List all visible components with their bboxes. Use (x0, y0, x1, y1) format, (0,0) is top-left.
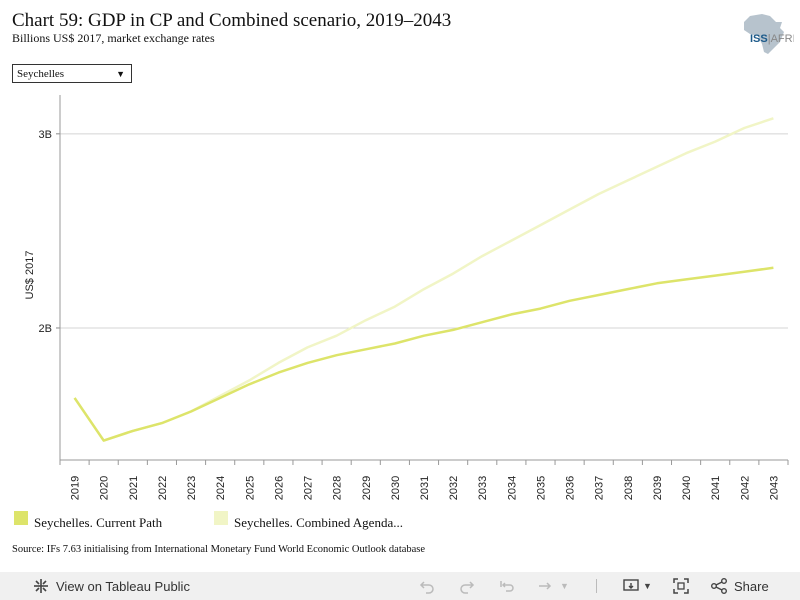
view-on-tableau-button[interactable]: View on Tableau Public (32, 572, 190, 600)
x-tick-label: 2022 (157, 476, 169, 500)
toolbar-divider (596, 579, 597, 593)
x-tick-label: 2042 (739, 476, 751, 500)
x-tick-label: 2026 (273, 476, 285, 500)
x-tick-label: 2028 (332, 476, 344, 500)
chart-legend: Seychelles. Current Path Seychelles. Com… (0, 510, 800, 534)
y-tick-label: 3B (39, 129, 52, 141)
x-tick-label: 2037 (594, 476, 606, 500)
country-select-value: Seychelles (17, 68, 65, 80)
x-tick-label: 2031 (419, 476, 431, 500)
x-tick-label: 2039 (652, 476, 664, 500)
x-tick-label: 2033 (477, 476, 489, 500)
legend-label-current-path: Seychelles. Current Path (34, 515, 163, 530)
x-tick-label: 2019 (70, 476, 82, 500)
redo-icon (458, 577, 476, 595)
legend-swatch-combined-agenda (214, 511, 228, 525)
chevron-down-icon: ▼ (643, 581, 652, 591)
share-label: Share (734, 578, 769, 594)
y-axis-label: US$ 2017 (24, 251, 36, 300)
legend-item-combined-agenda[interactable]: Seychelles. Combined Agenda... (214, 510, 403, 531)
chart-title: Chart 59: GDP in CP and Combined scenari… (12, 10, 452, 31)
revert-icon (498, 577, 516, 595)
undo-icon (418, 577, 436, 595)
x-tick-label: 2040 (681, 476, 693, 500)
gdp-line-chart: 2B 3B 2019 2020 2021 2022 2023 2024 2025 2026 2027… (0, 90, 800, 500)
x-tick-label: 2038 (623, 476, 635, 500)
series-line-current-path[interactable] (73, 266, 774, 442)
x-tick-label: 2021 (128, 476, 140, 500)
refresh-icon (536, 577, 554, 595)
legend-item-current-path[interactable]: Seychelles. Current Path (14, 510, 162, 531)
x-tick-label: 2041 (710, 476, 722, 500)
x-tick-label: 2023 (186, 476, 198, 500)
x-tick-label: 2036 (565, 476, 577, 500)
tableau-icon (32, 577, 50, 595)
logo-text: ISS|AFRICA (750, 33, 794, 45)
y-tick-label: 2B (39, 323, 52, 335)
share-button[interactable]: Share (710, 572, 769, 600)
series-line-combined-agenda[interactable] (73, 117, 774, 442)
undo-button[interactable] (418, 572, 436, 600)
x-tick-label: 2035 (535, 476, 547, 500)
source-note: Source: IFs 7.63 initialising from Inter… (12, 544, 426, 555)
x-tick-label: 2032 (448, 476, 460, 500)
x-tick-label: 2025 (244, 476, 256, 500)
country-select[interactable]: Seychelles ▼ (12, 64, 132, 83)
x-tick-label: 2024 (215, 476, 227, 500)
x-tick-label: 2029 (361, 476, 373, 500)
view-on-tableau-label: View on Tableau Public (56, 578, 190, 594)
x-tick-label: 2027 (303, 476, 315, 500)
legend-label-combined-agenda: Seychelles. Combined Agenda... (234, 515, 403, 530)
redo-button[interactable] (458, 572, 476, 600)
refresh-button[interactable]: ▼ (536, 572, 569, 600)
x-tick-label: 2030 (390, 476, 402, 500)
fullscreen-button[interactable] (672, 572, 690, 600)
iss-africa-logo: ISS|AFRICA (736, 12, 800, 56)
download-button[interactable]: ▼ (622, 572, 652, 600)
chevron-down-icon: ▼ (560, 581, 569, 591)
download-icon (622, 577, 640, 595)
legend-swatch-current-path (14, 511, 28, 525)
x-tick-label: 2043 (768, 476, 780, 500)
chevron-down-icon: ▼ (116, 69, 125, 79)
tableau-toolbar: View on Tableau Public ▼ ▼ (0, 572, 800, 600)
x-tick-label: 2020 (99, 476, 111, 500)
fullscreen-icon (672, 577, 690, 595)
share-icon (710, 577, 728, 595)
chart-subtitle: Billions US$ 2017, market exchange rates (12, 31, 215, 45)
x-tick-label: 2034 (506, 476, 518, 500)
revert-button[interactable] (498, 572, 516, 600)
